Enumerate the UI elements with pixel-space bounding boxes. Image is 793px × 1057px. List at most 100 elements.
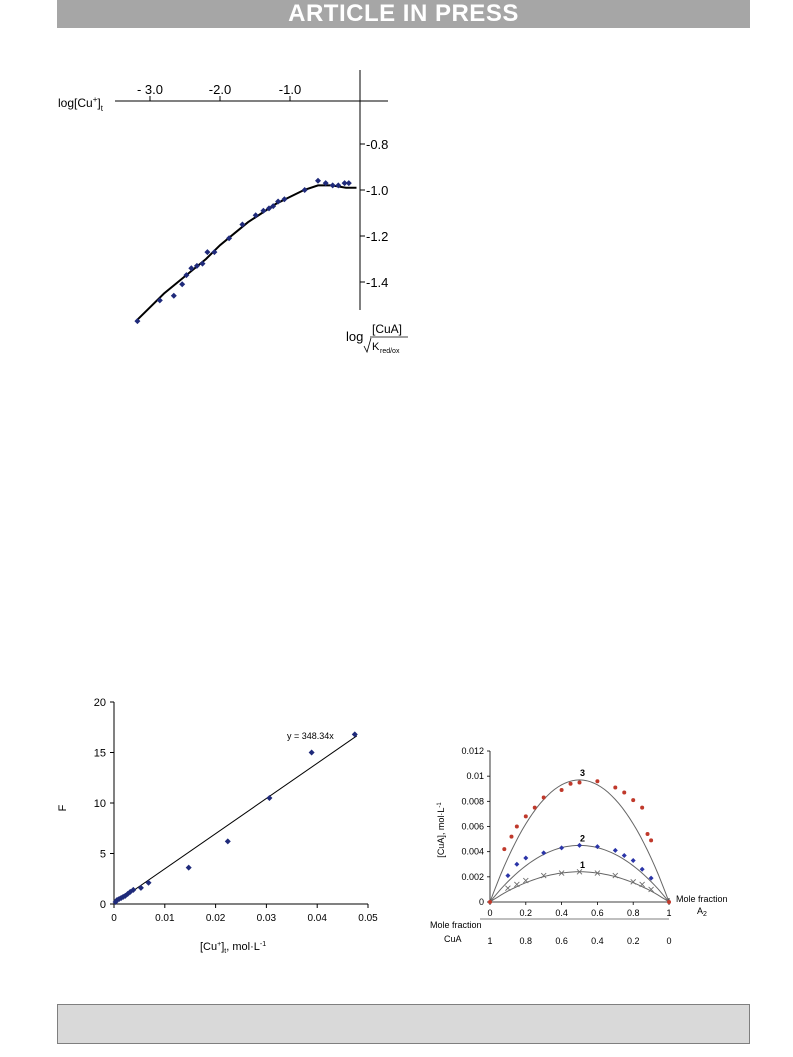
x-tick-label: 0 [111,913,117,924]
series-2-point [621,852,627,858]
x-axis-label: log[Cu+]t [58,95,104,113]
equation-label: y = 348.34x [287,731,334,741]
y-axis-label: [CuA], mol·L-1 [436,802,446,858]
x-tick-label: - 3.0 [137,82,163,97]
svg-text:log: log [346,329,363,344]
series-3-point [523,814,528,819]
data-point [260,207,267,214]
y-tick-label: 0 [479,897,484,907]
x-tick-label: -2.0 [209,82,231,97]
data-point [252,212,259,219]
article-in-press-banner: ARTICLE IN PRESS [57,0,750,28]
y-tick-label: -1.0 [366,183,388,198]
series-2-point [523,855,529,861]
x-axis-left-label: Mole fraction [430,920,482,930]
series-1-point [558,870,565,876]
series-2-point [612,847,618,853]
series-3-label: 3 [580,768,585,778]
y-tick-label: 5 [100,849,106,861]
series-3-point [541,795,546,800]
series-3-point [645,832,650,837]
secondary-x-tick-label: 0.6 [555,936,568,946]
data-point [322,180,329,187]
data-point [266,205,272,212]
data-point [170,292,177,299]
x-axis-label: [Cu+]t, mol·L-1 [200,941,266,955]
x-axis-right-label-2: A2 [697,906,707,918]
data-point [130,886,137,893]
data-point [226,235,233,242]
y-tick-label: 20 [94,697,106,709]
series-2-point [541,850,547,856]
data-point [315,177,321,184]
y-tick-label: 0 [100,899,106,911]
series-1-point [630,879,637,885]
series-3-point [514,824,519,829]
x-tick-label: 0.4 [555,908,568,918]
x-tick-label: 0 [487,908,492,918]
series-1-point [522,877,529,884]
series-3-point [622,790,627,795]
y-tick-label: 0.002 [461,872,484,882]
series-3-point [595,779,600,784]
data-point [335,182,342,189]
y-tick-label: 15 [94,748,106,760]
data-point [239,221,246,228]
series-2-point [639,866,645,872]
series-3-point [502,847,507,852]
series-2-point [594,844,600,850]
data-point [345,180,352,187]
secondary-x-tick-label: 0.8 [520,936,533,946]
series-2-point [648,875,654,881]
data-point [145,879,152,886]
x-tick-label: 0.01 [155,913,175,924]
svg-text:red/ox: red/ox [380,348,400,355]
secondary-x-tick-label: 0.2 [627,936,640,946]
x-tick-label: 0.02 [206,913,226,924]
series-3-point [559,788,564,793]
x-tick-label: 0.2 [520,908,533,918]
y-axis-label: log [CuA] K red/ox [346,322,408,355]
secondary-x-tick-label: 1 [487,936,492,946]
data-point [185,864,192,871]
y-tick-label: 0.012 [461,746,484,756]
series-2-point [577,842,582,848]
series-3-point [649,838,654,843]
series-2-curve [489,844,670,903]
y-tick-label: 0.01 [466,771,484,781]
data-point [204,249,211,256]
x-tick-label: 0.6 [591,908,604,918]
series-1-point [648,886,654,893]
series-3-point [640,805,645,810]
data-point [329,182,336,189]
data-point [341,180,348,187]
y-tick-label: -1.4 [366,275,388,290]
series-1-point [576,868,583,875]
y-tick-label: 0.006 [461,822,484,832]
y-tick-label: -1.2 [366,229,388,244]
data-point [224,838,231,845]
data-point [266,794,273,801]
series-3-point [577,780,582,785]
footer-box [57,1004,750,1044]
x-tick-label: 0.8 [627,908,640,918]
series-1-point [639,881,645,888]
x-tick-label: -1.0 [279,82,301,97]
series-2-point [630,857,636,863]
series-3-point [568,781,573,786]
series-1-point [612,872,619,879]
y-tick-label: -0.8 [366,137,388,152]
data-point [179,281,186,288]
series-3-point [532,805,537,810]
series-1-curve [489,871,670,903]
x-axis-left-label-2: CuA [444,934,462,944]
data-point [301,187,308,193]
series-2-point [559,845,565,851]
data-point [270,203,277,210]
series-1-point [594,870,601,876]
series-3-point [631,798,636,803]
data-point [134,318,141,325]
x-tick-label: 1 [666,908,671,918]
data-point [188,265,195,272]
svg-text:[CuA]: [CuA] [372,322,402,336]
